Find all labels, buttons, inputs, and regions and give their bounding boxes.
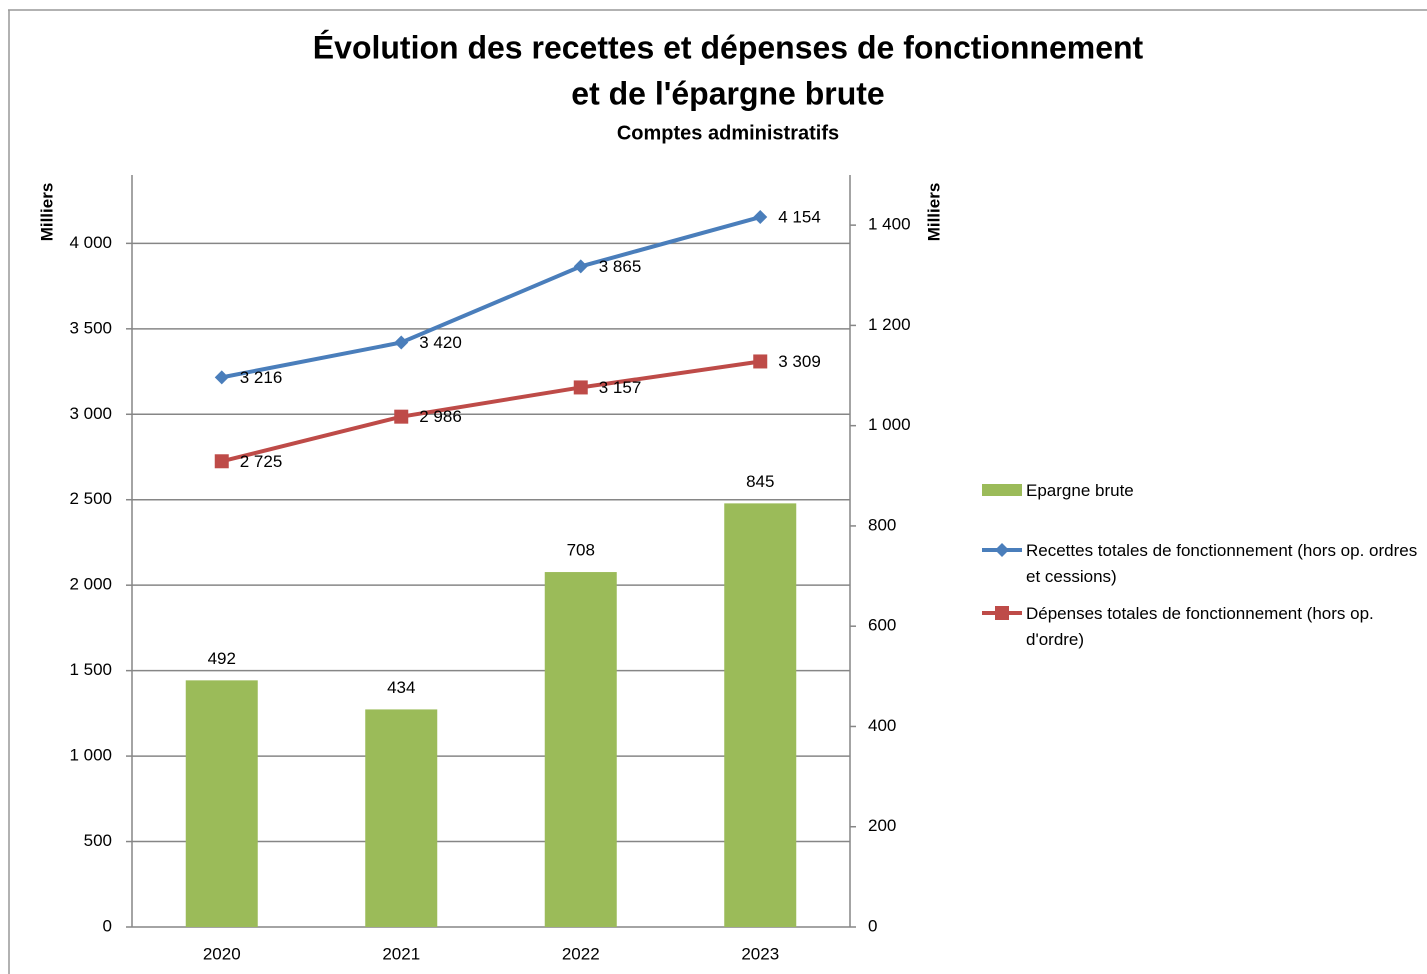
- x-tick-label: 2020: [203, 944, 241, 963]
- line-value-label: 2 725: [240, 452, 283, 471]
- y-tick-label: 4 000: [69, 233, 112, 252]
- x-tick-label: 2023: [741, 944, 779, 963]
- chart-subtitle: Comptes administratifs: [617, 122, 839, 144]
- y2-tick-label: 0: [868, 916, 877, 935]
- chart-title: Évolution des recettes et dépenses de fo…: [313, 29, 1144, 65]
- y2-tick-label: 1 200: [868, 315, 911, 334]
- y2-tick-label: 1 000: [868, 415, 911, 434]
- line-value-label: 3 420: [419, 333, 462, 352]
- y-tick-label: 3 000: [69, 404, 112, 423]
- y-tick-label: 1 000: [69, 746, 112, 765]
- line-value-label: 3 309: [778, 352, 821, 371]
- y-tick-label: 2 000: [69, 575, 112, 594]
- bar: [544, 572, 617, 927]
- legend-marker: [995, 606, 1009, 620]
- y2-tick-label: 600: [868, 616, 896, 635]
- line-marker: [573, 380, 588, 395]
- line-value-label: 2 986: [419, 407, 462, 426]
- line-marker: [753, 354, 768, 369]
- line-value-label: 3 865: [599, 257, 642, 276]
- bar-value-label: 845: [746, 472, 774, 491]
- x-tick-label: 2022: [562, 944, 600, 963]
- y2-tick-label: 800: [868, 515, 896, 534]
- y-tick-label: 2 500: [69, 489, 112, 508]
- line-marker: [214, 370, 229, 385]
- y2-tick-label: 400: [868, 716, 896, 735]
- legend-marker: [995, 543, 1009, 557]
- legend-swatch: [982, 484, 1022, 496]
- legend-label: Recettes totales de fonctionnement (hors…: [1026, 541, 1418, 586]
- legend-label: Dépenses totales de fonctionnement (hors…: [1026, 604, 1374, 649]
- bar-value-label: 708: [567, 541, 595, 560]
- x-tick-label: 2021: [382, 944, 420, 963]
- bar: [365, 709, 438, 927]
- line-value-label: 3 157: [599, 378, 642, 397]
- y2-tick-label: 1 400: [868, 215, 911, 234]
- line-value-label: 4 154: [778, 208, 821, 227]
- y-axis-title: Milliers: [37, 183, 56, 242]
- legend-label: Epargne brute: [1026, 481, 1134, 500]
- bar-value-label: 434: [387, 678, 415, 697]
- line-marker: [394, 335, 409, 350]
- y2-axis-title: Milliers: [924, 183, 943, 242]
- line-marker: [573, 259, 588, 274]
- line-marker: [214, 454, 229, 469]
- line-marker: [394, 409, 409, 424]
- bar: [185, 680, 258, 927]
- y-tick-label: 3 500: [69, 318, 112, 337]
- chart-title: et de l'épargne brute: [571, 75, 884, 111]
- y-tick-label: 0: [103, 916, 112, 935]
- line-value-label: 3 216: [240, 368, 283, 387]
- y-tick-label: 500: [84, 831, 112, 850]
- y-tick-label: 1 500: [69, 660, 112, 679]
- line-marker: [753, 210, 768, 225]
- line: [221, 215, 761, 380]
- bar: [724, 503, 797, 927]
- y2-tick-label: 200: [868, 816, 896, 835]
- bar-value-label: 492: [208, 649, 236, 668]
- line: [221, 359, 761, 464]
